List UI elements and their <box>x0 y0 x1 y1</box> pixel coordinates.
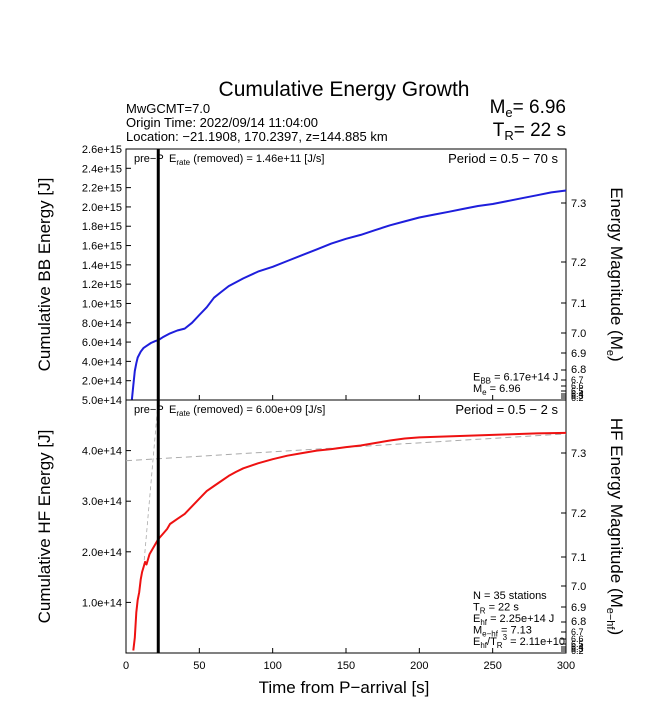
hf-pre-p-label: pre−P <box>134 404 164 416</box>
bb-ytick-label: 1.2e+15 <box>82 279 122 291</box>
bb-energy-panel: 2.0e+14 4.0e+14 6.0e+14 8.0e+14 1.0e+15 1.2e+… <box>35 144 626 403</box>
hf-xtick-label: 200 <box>410 660 428 672</box>
bb-ytick-label: 4.0e+14 <box>82 356 122 368</box>
bb-ytick-label: 1.0e+15 <box>82 298 122 310</box>
hf-mag-label-small: 6.2 <box>571 646 584 656</box>
bb-mag-label-small: 6.8 <box>571 364 586 376</box>
hf-mag-label-small: 6.8 <box>571 616 586 628</box>
x-axis-label: Time from P−arrival [s] <box>259 678 430 697</box>
bb-mag-label: 7.3 <box>571 198 586 210</box>
hf-xtick-label: 100 <box>263 660 281 672</box>
hf-ytick-label: 5.0e+14 <box>82 395 122 407</box>
hf-xtick-label: 300 <box>557 660 575 672</box>
hf-mag-label-small: 6.6 <box>571 634 584 644</box>
header-line-3: Location: −21.1908, 170.2397, z=144.885 … <box>126 129 388 144</box>
hf-period-label: Period = 0.5 − 2 s <box>455 402 558 417</box>
hf-energy-line <box>132 431 567 651</box>
bb-mag-label-small: 6.5 <box>571 386 584 396</box>
hf-right-axis-label: HF Energy Magnitude (Me−hf) <box>604 418 626 635</box>
hf-annotation: Ehf = 2.25e+14 J <box>473 613 554 627</box>
hf-xtick-label: 150 <box>337 660 355 672</box>
hf-energy-panel: 1.0e+14 2.0e+14 3.0e+14 4.0e+14 5.0e+14 0 50 10… <box>35 395 626 672</box>
bb-mag-label-small: 6.2 <box>571 393 584 403</box>
bb-ytick-label: 2.4e+15 <box>82 163 122 175</box>
header-line-2: Origin Time: 2022/09/14 11:04:00 <box>126 115 318 130</box>
bb-annotation: EBB = 6.17e+14 J <box>473 372 558 386</box>
bb-energy-line <box>130 189 567 400</box>
bb-right-axis-label: Energy Magnitude (Me) <box>604 187 626 361</box>
hf-y-axis-label: Cumulative HF Energy [J] <box>35 430 54 624</box>
hf-mag-label: 7.1 <box>571 552 586 564</box>
bb-ytick-label: 1.4e+15 <box>82 260 122 272</box>
hf-ytick-label: 2.0e+14 <box>82 547 122 559</box>
bb-mag-label-small: 6.3 <box>571 391 584 401</box>
bb-mag-label: 7.2 <box>571 257 586 269</box>
bb-ytick-label: 2.0e+14 <box>82 376 122 388</box>
bb-ytick-label: 2.0e+15 <box>82 202 122 214</box>
bb-y-axis-label: Cumulative BB Energy [J] <box>35 178 54 372</box>
hf-annotation: Me−hf = 7.13 <box>473 625 532 639</box>
me-summary: Me= 6.96 <box>490 97 566 120</box>
bb-period-label: Period = 0.5 − 70 s <box>448 151 558 166</box>
hf-erate-label: Erate (removed) = 6.00e+09 [J/s] <box>169 404 325 418</box>
bb-mag-label: 6.9 <box>571 348 586 360</box>
bb-ytick-label: 8.0e+14 <box>82 318 122 330</box>
hf-mag-label: 7.0 <box>571 581 586 593</box>
hf-annotation: Ehf/TR3 = 2.11e+10 <box>473 633 565 650</box>
hf-annotation: N = 35 stations <box>473 590 547 602</box>
bb-erate-label: Erate (removed) = 1.46e+11 [J/s] <box>169 153 324 167</box>
bb-pre-p-label: pre−P <box>134 153 164 165</box>
bb-ytick-label: 2.6e+15 <box>82 144 122 156</box>
tr-summary: TR= 22 s <box>493 120 566 143</box>
hf-mag-label-small: 6.4 <box>571 642 584 652</box>
bb-ytick-label: 1.6e+15 <box>82 241 122 253</box>
hf-mag-label: 7.3 <box>571 448 586 460</box>
bb-mag-label-small: 6.6 <box>571 381 584 391</box>
hf-mag-label: 6.9 <box>571 602 586 614</box>
hf-mag-label-small: 6.3 <box>571 644 584 654</box>
hf-mag-label-small: 6.5 <box>571 639 584 649</box>
bb-annotation: Me = 6.96 <box>473 383 521 397</box>
hf-mag-label: 7.2 <box>571 508 586 520</box>
hf-xtick-label: 50 <box>193 660 205 672</box>
hf-mag-label-small: 6.7 <box>571 627 584 637</box>
hf-ytick-label: 3.0e+14 <box>82 496 122 508</box>
bb-ytick-label: 1.8e+15 <box>82 221 122 233</box>
bb-mag-label: 7.0 <box>571 328 586 340</box>
bb-mag-label-small: 6.7 <box>571 375 584 385</box>
hf-annotation: TR = 22 s <box>473 602 519 616</box>
hf-ytick-label: 1.0e+14 <box>82 597 122 609</box>
bb-ytick-label: 2.2e+15 <box>82 183 122 195</box>
header-line-1: MwGCMT=7.0 <box>126 101 210 116</box>
chart-title: Cumulative Energy Growth <box>219 78 470 101</box>
bb-ytick-label: 6.0e+14 <box>82 337 122 349</box>
hf-ytick-label: 4.0e+14 <box>82 446 122 458</box>
hf-xtick-label: 0 <box>123 660 129 672</box>
bb-mag-label: 7.1 <box>571 298 586 310</box>
bb-mag-label-small: 6.4 <box>571 389 584 399</box>
bb-frame <box>125 148 567 401</box>
hf-xtick-label: 250 <box>483 660 501 672</box>
